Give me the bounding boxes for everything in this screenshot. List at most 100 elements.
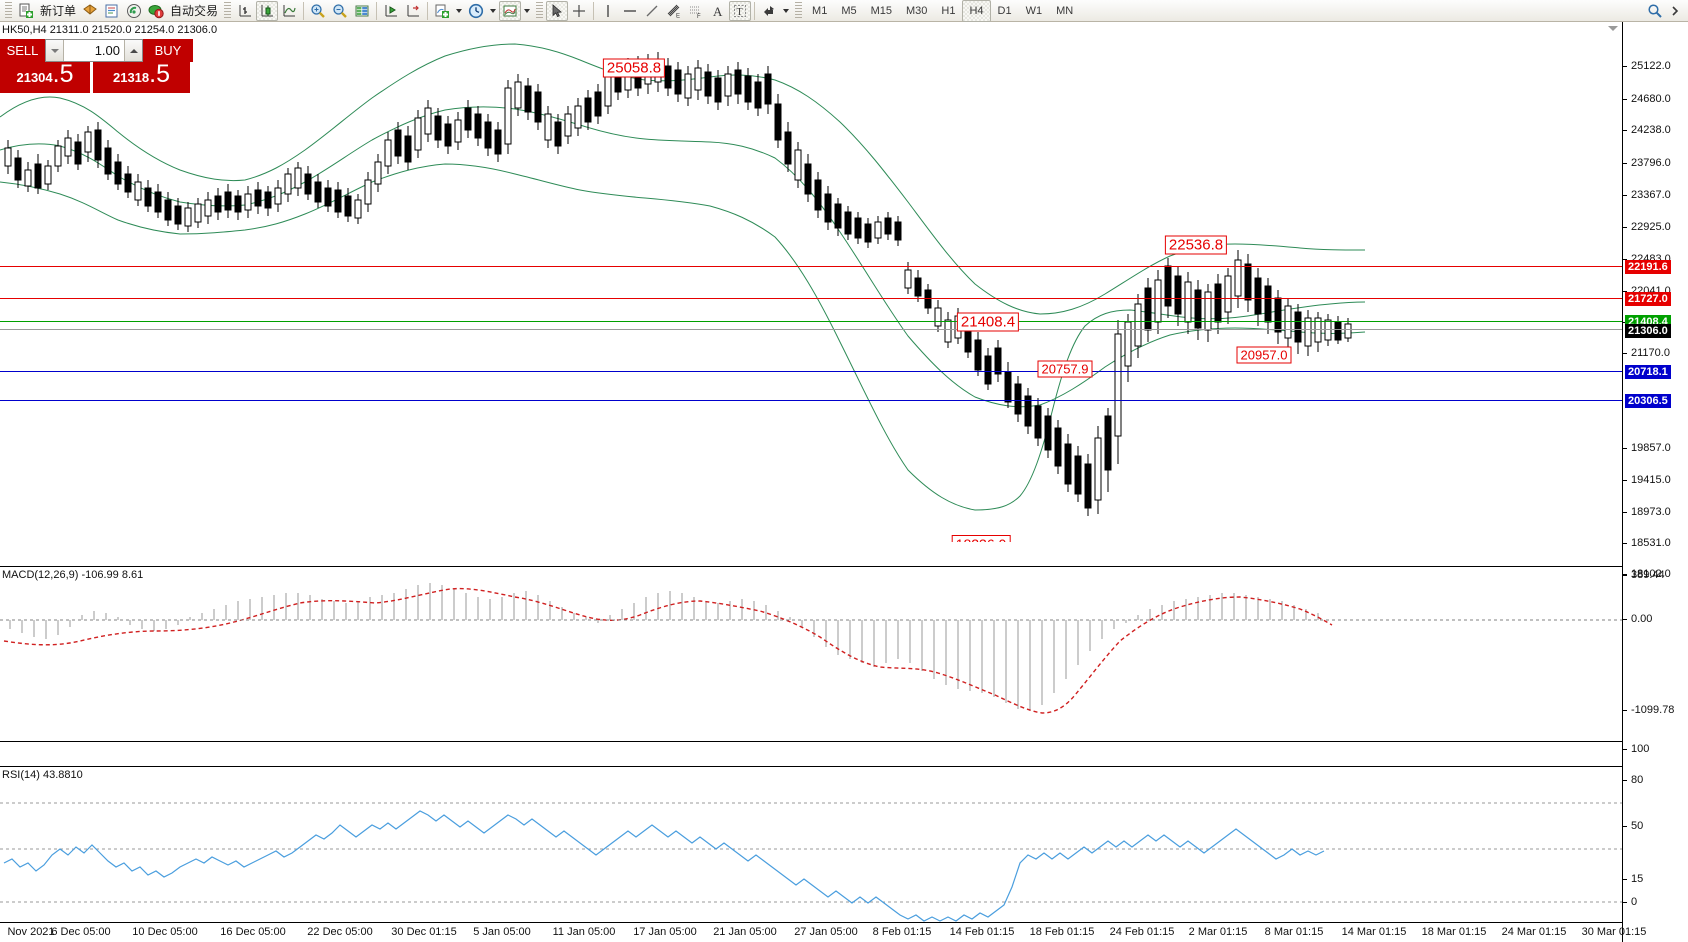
- vertical-line-icon-button[interactable]: [597, 1, 619, 21]
- time-label: 24 Mar 01:15: [1501, 926, 1567, 938]
- level-line-21727[interactable]: [0, 298, 1622, 299]
- chart-collapse-icon[interactable]: [1608, 26, 1618, 31]
- macd-histogram: [9, 583, 1319, 711]
- bag-icon-button[interactable]: [79, 1, 101, 21]
- indicator-dropdown-caret-icon[interactable]: [456, 8, 463, 13]
- toolbar-separator-4: [593, 1, 595, 20]
- time-label: 6 Dec 05:00: [51, 926, 111, 938]
- templates-dropdown-caret-icon[interactable]: [524, 8, 531, 13]
- signal-icon-button[interactable]: [123, 1, 145, 21]
- timeframe-m30[interactable]: M30: [906, 4, 928, 17]
- level-line-22191[interactable]: [0, 266, 1622, 267]
- price-tag-20718[interactable]: 20718.1: [1625, 365, 1671, 379]
- candlestick-chart-icon-button[interactable]: [256, 0, 279, 21]
- price-tag-21727[interactable]: 21727.0: [1625, 292, 1671, 306]
- annotation-18236[interactable]: 18236.0: [951, 535, 1011, 542]
- time-label: 18 Mar 01:15: [1421, 926, 1487, 938]
- svg-text:T: T: [737, 7, 743, 18]
- time-label: 5 Jan 05:00: [473, 926, 531, 938]
- time-axis[interactable]: Nov 2021 6 Dec 05:00 10 Dec 05:00 16 Dec…: [0, 922, 1646, 942]
- trend-line-icon-button[interactable]: [641, 1, 663, 21]
- price-axis[interactable]: 25122.0 24680.0 24238.0 23796.0 23367.0 …: [1622, 22, 1688, 942]
- line-chart-icon-button[interactable]: [278, 1, 300, 21]
- toolbar-overflow-icon-button[interactable]: [1666, 1, 1686, 21]
- time-label: 8 Mar 01:15: [1264, 926, 1324, 938]
- macd-title: MACD(12,26,9) -106.99 8.61: [2, 569, 144, 581]
- rsi-tick: 0: [1623, 896, 1637, 908]
- arrows-dropdown-caret-icon[interactable]: [783, 8, 790, 13]
- current-price-tag: 21306.0: [1625, 324, 1671, 338]
- annotation-20957[interactable]: 20957.0: [1236, 346, 1292, 364]
- chart-shift-icon-button[interactable]: [402, 1, 424, 21]
- volume-stepper[interactable]: 1.00: [45, 39, 143, 62]
- volume-input[interactable]: 1.00: [94, 43, 120, 58]
- time-label: 27 Jan 05:00: [794, 926, 858, 938]
- toolbar-separator: [303, 1, 305, 20]
- timeframe-m1[interactable]: M1: [812, 4, 828, 17]
- chart-window[interactable]: HK50,H4 21311.0 21520.0 21254.0 21306.0: [0, 22, 1688, 942]
- annotation-25058[interactable]: 25058.8: [602, 58, 666, 78]
- level-line-20306[interactable]: [0, 400, 1622, 401]
- macd-pane[interactable]: MACD(12,26,9) -106.99 8.61: [0, 566, 1622, 742]
- templates-icon-button[interactable]: [499, 0, 522, 21]
- bar-chart-icon-button[interactable]: [234, 1, 256, 21]
- time-label: 10 Dec 05:00: [132, 926, 198, 938]
- sell-price-button[interactable]: 21304.5: [0, 62, 90, 93]
- toolbar-grip-2[interactable]: [224, 1, 232, 20]
- price-tag-22191[interactable]: 22191.6: [1625, 260, 1671, 274]
- data-window-icon-button[interactable]: [351, 1, 373, 21]
- text-label-icon-button[interactable]: A: [707, 1, 729, 21]
- toolbar-grip-4[interactable]: [795, 1, 803, 20]
- arrows-icon-button[interactable]: [758, 1, 780, 21]
- annotation-20757[interactable]: 20757.9: [1037, 360, 1093, 378]
- level-line-21408[interactable]: [0, 321, 1622, 322]
- sell-button[interactable]: SELL: [0, 39, 45, 62]
- buy-button[interactable]: BUY: [143, 39, 193, 62]
- one-click-prices: 21304.5 21318.5: [0, 62, 193, 93]
- buy-price-button[interactable]: 21318.5: [93, 62, 190, 93]
- zoom-out-icon-button[interactable]: [329, 1, 351, 21]
- volume-increase-button[interactable]: [124, 40, 142, 61]
- level-line-20718[interactable]: [0, 371, 1622, 372]
- cursor-icon-button[interactable]: [546, 0, 569, 21]
- toolbar-separator-3: [427, 1, 429, 20]
- price-tick: 21170.0: [1623, 347, 1670, 359]
- timeframe-h1[interactable]: H1: [941, 4, 956, 17]
- timeframe-w1[interactable]: W1: [1025, 4, 1043, 17]
- timeframe-m15[interactable]: M15: [870, 4, 892, 17]
- equidistant-channel-icon-button[interactable]: E: [663, 1, 685, 21]
- text-object-icon-button[interactable]: T: [729, 0, 752, 21]
- zoom-in-icon-button[interactable]: [307, 1, 329, 21]
- period-clock-icon-button[interactable]: [465, 1, 487, 21]
- timeframe-d1[interactable]: D1: [997, 4, 1012, 17]
- annotation-22536[interactable]: 22536.8: [1164, 235, 1228, 255]
- annotation-21408[interactable]: 21408.4: [956, 312, 1020, 332]
- sell-price-decimal: .5: [52, 60, 74, 88]
- horizontal-line-icon-button[interactable]: [619, 1, 641, 21]
- toolbar-grip-3[interactable]: [536, 1, 544, 20]
- crosshair-icon-button[interactable]: [568, 1, 590, 21]
- price-tick: 23367.0: [1623, 189, 1671, 201]
- price-tag-20306[interactable]: 20306.5: [1625, 394, 1671, 408]
- volume-decrease-button[interactable]: [46, 40, 64, 61]
- rsi-pane[interactable]: RSI(14) 43.8810: [0, 766, 1622, 942]
- auto-scroll-icon-button[interactable]: [380, 1, 402, 21]
- add-indicator-icon-button[interactable]: [431, 1, 453, 21]
- price-tick: 19857.0: [1623, 442, 1671, 454]
- new-order-button[interactable]: [15, 1, 37, 21]
- time-label: 16 Dec 05:00: [220, 926, 286, 938]
- price-pane[interactable]: 25058.8 22536.8 21408.4 20757.9 20957.0 …: [0, 22, 1622, 542]
- search-icon-button[interactable]: [1644, 1, 1666, 21]
- svg-text:E: E: [676, 13, 680, 19]
- svg-text:A: A: [713, 4, 723, 19]
- fibonacci-icon-button[interactable]: F: [685, 1, 707, 21]
- timeframe-mn[interactable]: MN: [1056, 4, 1074, 17]
- timeframe-m5[interactable]: M5: [841, 4, 857, 17]
- terminal-icon-button[interactable]: [101, 1, 123, 21]
- auto-trading-icon-button[interactable]: [145, 1, 167, 21]
- buy-price-integer: 21318: [112, 70, 150, 85]
- one-click-trading-panel[interactable]: SELL 1.00 BUY 21304.5 21318.5: [0, 39, 193, 93]
- toolbar-grip[interactable]: [5, 1, 12, 20]
- timeframe-h4[interactable]: H4: [962, 0, 991, 22]
- period-dropdown-caret-icon[interactable]: [490, 8, 497, 13]
